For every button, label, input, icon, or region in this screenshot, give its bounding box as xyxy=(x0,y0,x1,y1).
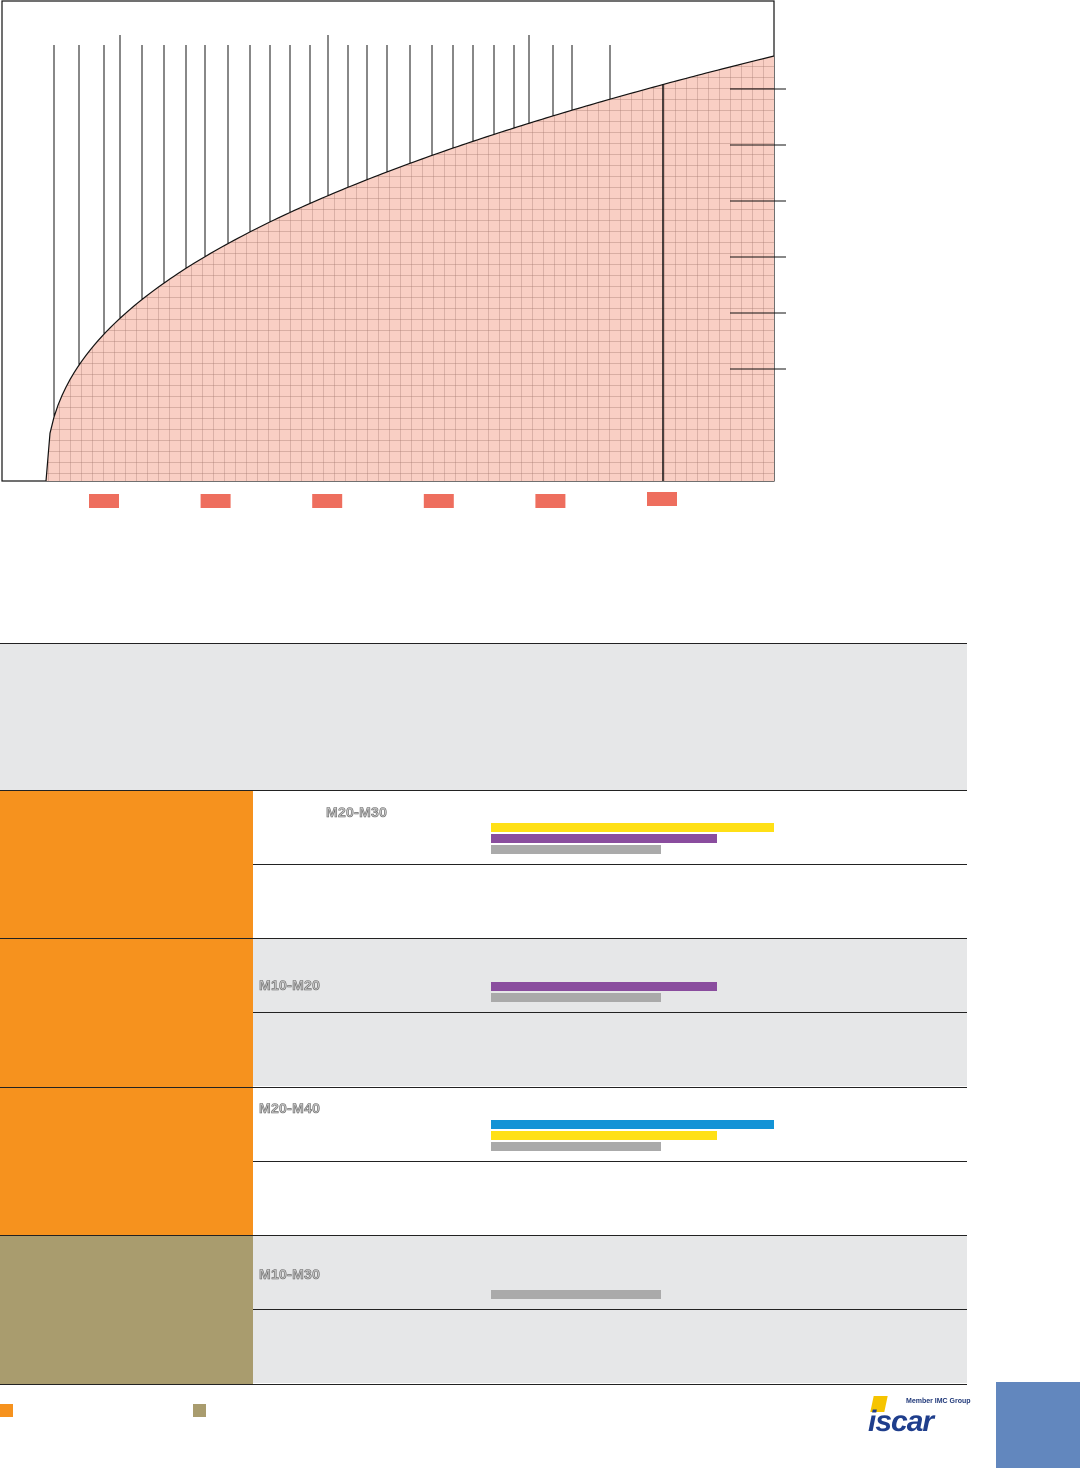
rating-bar xyxy=(491,1290,661,1299)
rating-bar xyxy=(491,834,717,843)
category-cell xyxy=(0,1236,253,1384)
rating-bar xyxy=(491,1142,661,1151)
rating-bar xyxy=(491,1120,774,1129)
logo-tagline: Member IMC Group xyxy=(906,1398,971,1405)
grade-row: M10-M20 xyxy=(0,938,967,1087)
grade-label: M20-M40 xyxy=(259,1100,321,1117)
marker xyxy=(200,494,231,508)
footer-rule xyxy=(0,1384,967,1385)
grade-label: M10-M20 xyxy=(259,977,321,994)
curve-chart xyxy=(1,0,786,508)
red-markers xyxy=(89,492,677,508)
marker xyxy=(89,494,119,508)
description-cell xyxy=(253,865,967,938)
grade-label: M10-M30 xyxy=(259,1266,321,1283)
rating-bar xyxy=(491,845,661,854)
description-cell xyxy=(253,1310,967,1383)
grade-cell: M10-M30 xyxy=(253,1236,967,1310)
description-cell xyxy=(253,1013,967,1086)
description-cell xyxy=(253,1162,967,1235)
category-cell xyxy=(0,1088,253,1236)
logo-wordmark: iscar xyxy=(868,1405,934,1438)
grade-cell: M20-M40 xyxy=(253,1088,967,1162)
marker xyxy=(535,494,566,508)
legend-swatch-orange xyxy=(0,1404,13,1417)
grade-cell: M20-M30 xyxy=(253,791,967,865)
rating-bar xyxy=(491,1131,717,1140)
marker xyxy=(423,494,454,508)
table-header xyxy=(0,643,967,791)
grade-label: M20-M30 xyxy=(326,804,388,821)
rating-bar xyxy=(491,823,774,832)
category-cell xyxy=(0,939,253,1087)
vertical-guide-lines xyxy=(53,35,611,420)
marker xyxy=(312,494,343,508)
grade-row: M20-M40 xyxy=(0,1087,967,1236)
page-tab xyxy=(996,1382,1080,1468)
marker xyxy=(647,492,677,506)
grade-row: M10-M30 xyxy=(0,1235,967,1385)
legend-swatch-khaki xyxy=(193,1404,206,1417)
grade-row: M20-M30 xyxy=(0,790,967,939)
right-axis-ticks xyxy=(730,88,786,370)
category-cell xyxy=(0,791,253,939)
grade-cell: M10-M20 xyxy=(253,939,967,1013)
iscar-logo: Member IMC Group iscar xyxy=(868,1396,974,1440)
curve-line xyxy=(45,55,775,482)
rating-bar xyxy=(491,982,717,991)
rating-bar xyxy=(491,993,661,1002)
